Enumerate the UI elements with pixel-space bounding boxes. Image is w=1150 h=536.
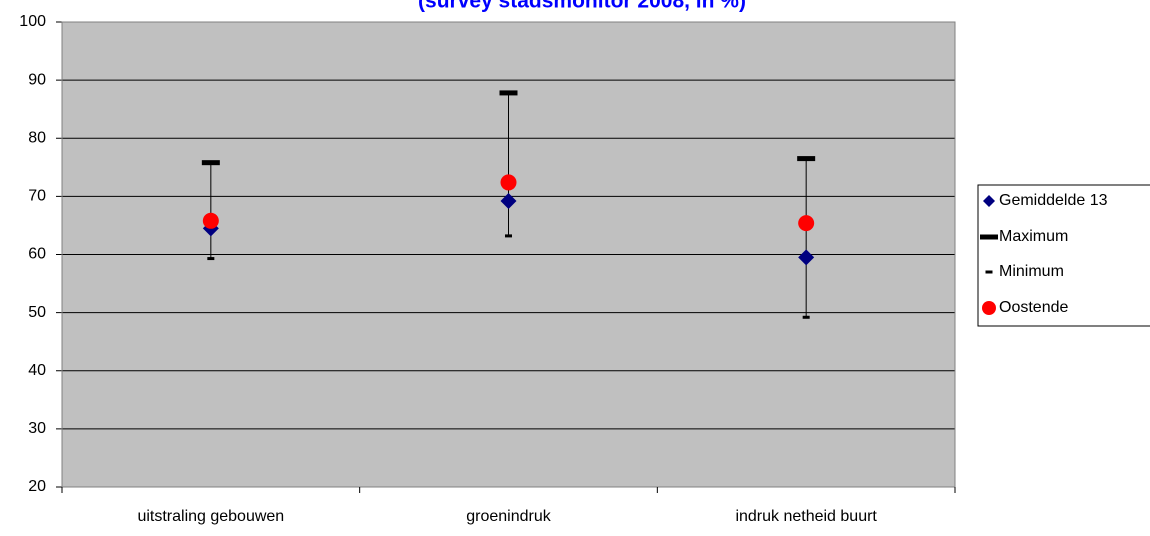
y-tick-label: 90 xyxy=(28,71,46,88)
legend-marker xyxy=(985,270,993,274)
y-tick-label: 20 xyxy=(28,478,46,495)
legend-marker xyxy=(982,301,996,315)
y-tick-label: 100 xyxy=(19,13,46,30)
legend-label: Oostende xyxy=(999,299,1068,316)
legend-marker xyxy=(980,234,998,240)
plot-border xyxy=(61,21,956,488)
diamond-marker xyxy=(500,193,517,210)
y-tick-label: 40 xyxy=(28,362,46,379)
max-marker xyxy=(201,160,220,166)
diamond-marker xyxy=(798,249,815,266)
min-marker xyxy=(207,257,215,261)
y-tick-label: 80 xyxy=(28,129,46,146)
y-tick-label: 50 xyxy=(28,304,46,321)
legend-entry: Maximum xyxy=(980,228,1068,245)
x-tick-label: groenindruk xyxy=(466,508,552,525)
legend-box xyxy=(977,184,1150,327)
chart-title: (survey stadsmonitor 2008, in %) xyxy=(418,0,746,13)
legend-entry: Minimum xyxy=(985,263,1064,280)
max-marker xyxy=(499,90,518,96)
y-tick-label: 30 xyxy=(28,420,46,437)
legend-entry: Oostende xyxy=(982,299,1068,316)
legend-label: Gemiddelde 13 xyxy=(999,192,1108,209)
circle-marker xyxy=(202,212,219,229)
legend-label: Maximum xyxy=(999,228,1068,245)
y-tick-label: 70 xyxy=(28,188,46,205)
min-marker xyxy=(802,315,810,319)
circle-marker xyxy=(500,174,517,191)
circle-marker xyxy=(798,215,815,232)
max-marker xyxy=(797,156,816,162)
legend-label: Minimum xyxy=(999,263,1064,280)
y-tick-label: 60 xyxy=(28,246,46,263)
legend-marker xyxy=(983,195,995,207)
x-tick-label: uitstraling gebouwen xyxy=(137,508,284,525)
legend-entry: Gemiddelde 13 xyxy=(983,192,1108,209)
min-marker xyxy=(505,234,512,238)
x-tick-label: indruk netheid buurt xyxy=(735,508,877,525)
